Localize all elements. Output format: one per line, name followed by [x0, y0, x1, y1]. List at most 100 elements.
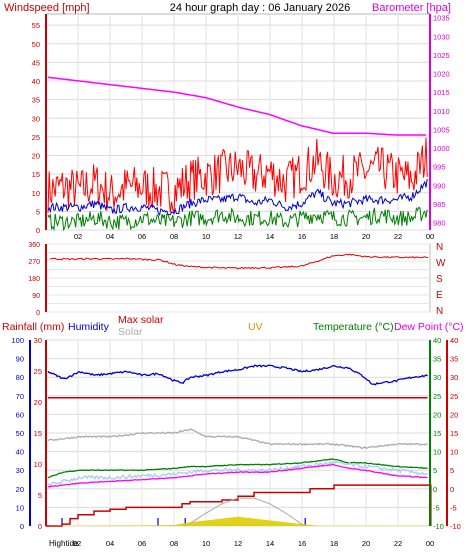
chart-title: 24 hour graph day : 06 January 2026 [170, 2, 350, 14]
dewpoint-tick-label: 5 [450, 466, 454, 475]
climate-x-tick-label: 20 [362, 539, 370, 548]
wind-tick-label: 25 [32, 133, 40, 142]
temperature-tick-label: 15 [433, 429, 441, 438]
direction-tick-label: 270 [28, 259, 40, 266]
barometer-tick-label: 1025 [433, 51, 450, 60]
wind-x-tick-label: 00 [426, 232, 434, 241]
dewpoint-tick-label: -5 [450, 503, 457, 512]
wind-x-tick-label: 22 [394, 232, 402, 241]
series-dew_point [47, 463, 428, 488]
direction-tick-label: 360 [28, 242, 40, 249]
rain-tick-label: 20 [34, 398, 42, 407]
dewpoint-tick-label: 0 [450, 485, 454, 494]
series-uv [46, 516, 430, 526]
humidity-tick-label: 90 [16, 355, 24, 364]
climate-x-tick-label: 04 [106, 539, 114, 548]
series-solar_arc [185, 497, 305, 527]
wind-tick-label: 40 [32, 77, 40, 86]
wind-tick-label: 10 [32, 189, 40, 198]
barometer-tick-label: 990 [433, 181, 446, 190]
axis-layer: 0510152025303540455055980985990995100010… [11, 14, 460, 548]
temperature-tick-label: 30 [433, 373, 441, 382]
humidity-tick-label: 80 [16, 373, 24, 382]
direction-tick-label: 180 [28, 276, 40, 283]
climate-x-tick-label: 12 [234, 539, 242, 548]
compass-n-top: N [436, 242, 443, 253]
wind-tick-label: 45 [32, 58, 40, 67]
wind-x-tick-label: 14 [266, 232, 274, 241]
climate-x-tick-label: 16 [298, 539, 306, 548]
humidity-tick-label: 60 [16, 410, 24, 419]
wind-tick-label: 0 [36, 226, 40, 235]
wind-x-tick-label: 20 [362, 232, 370, 241]
rain-tick-label: 0 [38, 522, 42, 531]
compass-e: E [436, 290, 443, 301]
climate-x-tick-label: 10 [202, 539, 210, 548]
wind-tick-label: 5 [36, 207, 40, 216]
climate-x-tick-label: 22 [394, 539, 402, 548]
temperature-tick-label: 0 [433, 485, 437, 494]
temperature-tick-label: 20 [433, 410, 441, 419]
wind-x-tick-label: 10 [202, 232, 210, 241]
wind-tick-label: 30 [32, 114, 40, 123]
temperature-tick-label: -10 [433, 522, 444, 531]
barometer-tick-label: 985 [433, 200, 446, 209]
dewpoint-tick-label: 25 [450, 392, 458, 401]
barometer-tick-label: 1010 [433, 107, 450, 116]
series-humidity [47, 364, 428, 386]
compass-labels: N W S E N [436, 242, 446, 317]
series-wind [47, 206, 428, 232]
wind-tick-label: 55 [32, 21, 40, 30]
dewpoint-tick-label: 40 [450, 336, 458, 345]
wind-x-tick-label: 18 [330, 232, 338, 241]
dewpoint-tick-label: 35 [450, 355, 458, 364]
dew-point-label: Dew Point (°C) [394, 321, 464, 333]
wind-tick-label: 15 [32, 170, 40, 179]
rain-tick-label: 15 [34, 429, 42, 438]
uv-label: UV [248, 321, 263, 333]
humidity-tick-label: 40 [16, 448, 24, 457]
climate-x-tick-label-first: 02 [73, 539, 81, 548]
rainfall-label: Rainfall (mm) [2, 321, 64, 333]
temperature-tick-label: 25 [433, 392, 441, 401]
series-dew_point_solar [47, 460, 428, 488]
barometer-tick-label: 1000 [433, 144, 450, 153]
compass-n-bottom: N [436, 306, 443, 317]
wind-x-tick-label: 04 [106, 232, 114, 241]
temperature-label: Temperature (°C) [313, 321, 394, 333]
temperature-tick-label: 10 [433, 448, 441, 457]
temperature-tick-label: -5 [433, 503, 440, 512]
rain-tick-label: 25 [34, 367, 42, 376]
direction-tick-label: 0 [36, 310, 40, 317]
humidity-tick-label: 50 [16, 429, 24, 438]
barometer-tick-label: 1030 [433, 32, 450, 41]
temperature-tick-label: 40 [433, 336, 441, 345]
series-solar_gray [47, 428, 428, 450]
climate-x-tick-label: 14 [266, 539, 274, 548]
compass-w: W [436, 258, 446, 269]
humidity-tick-label: 100 [11, 336, 24, 345]
humidity-tick-label: 70 [16, 392, 24, 401]
barometer-tick-label: 995 [433, 163, 446, 172]
barometer-tick-label: 1015 [433, 88, 450, 97]
humidity-tick-label: 30 [16, 466, 24, 475]
temperature-tick-label: 5 [433, 466, 437, 475]
wind-tick-label: 20 [32, 152, 40, 161]
barometer-tick-label: 1020 [433, 70, 450, 79]
barometer-axis-label: Barometer [hpa] [372, 2, 451, 14]
series-rainfall [46, 484, 432, 527]
climate-x-tick-label: 00 [426, 539, 434, 548]
wind-x-tick-label: 02 [74, 232, 82, 241]
rain-tick-label: 10 [34, 460, 42, 469]
climate-x-tick-label: 06 [138, 539, 146, 548]
max-solar-label: Max solar [118, 314, 164, 326]
series-barometer [47, 76, 426, 136]
climate-x-tick-label: 18 [330, 539, 338, 548]
dewpoint-tick-label: 15 [450, 429, 458, 438]
barometer-tick-label: 980 [433, 219, 446, 228]
humidity-tick-label: 10 [16, 503, 24, 512]
wind-tick-label: 50 [32, 40, 40, 49]
series-gust [47, 137, 428, 213]
wind-x-tick-label: 16 [298, 232, 306, 241]
